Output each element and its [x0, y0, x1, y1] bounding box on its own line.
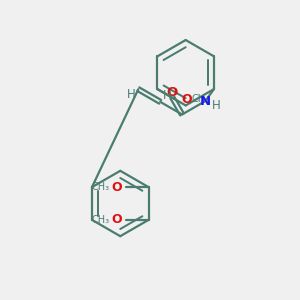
Text: O: O: [112, 213, 122, 226]
Text: CH₃: CH₃: [92, 182, 110, 192]
Text: CH₃: CH₃: [92, 215, 110, 225]
Text: N: N: [200, 94, 211, 108]
Text: H: H: [163, 89, 172, 102]
Text: O: O: [112, 181, 122, 194]
Text: H: H: [127, 88, 135, 101]
Text: O: O: [182, 93, 192, 106]
Text: CH₃: CH₃: [192, 94, 210, 104]
Text: H: H: [212, 99, 221, 112]
Text: O: O: [167, 86, 178, 99]
